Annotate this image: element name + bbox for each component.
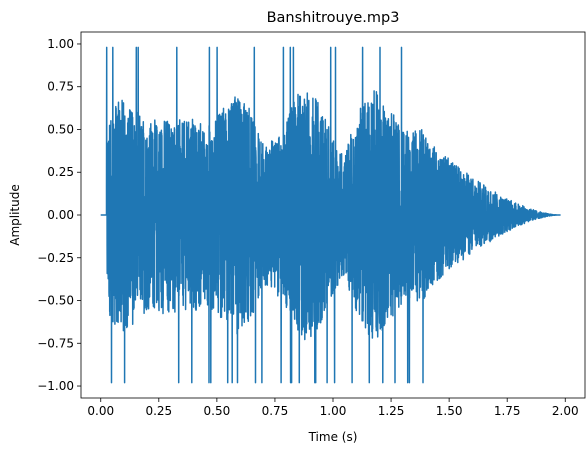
y-tick-label: 0.75 bbox=[47, 80, 74, 94]
y-tick-label: 0.00 bbox=[47, 208, 74, 222]
x-tick-label: 1.25 bbox=[378, 404, 405, 418]
y-tick-label: 0.50 bbox=[47, 122, 74, 136]
y-tick-label: −0.50 bbox=[37, 294, 74, 308]
x-tick-label: 0.75 bbox=[262, 404, 289, 418]
x-tick-label: 0.50 bbox=[204, 404, 231, 418]
x-tick-label: 0.25 bbox=[145, 404, 172, 418]
y-axis-label: Amplitude bbox=[8, 184, 22, 246]
y-tick-label: 1.00 bbox=[47, 37, 74, 51]
x-axis: 0.00 0.25 0.50 0.75 1.00 1.25 1.50 1.75 2.00 bbox=[87, 398, 579, 418]
chart-title: Banshitrouye.mp3 bbox=[267, 10, 400, 26]
y-tick-label: −0.75 bbox=[37, 336, 74, 350]
x-axis-label: Time (s) bbox=[308, 430, 358, 444]
y-axis: 1.00 0.75 0.50 0.25 0.00 −0.25 −0.50 −0.75 −1.00 bbox=[37, 37, 81, 393]
plot-area bbox=[80, 31, 586, 399]
x-tick-label: 1.50 bbox=[436, 404, 463, 418]
y-tick-label: −1.00 bbox=[37, 379, 74, 393]
x-tick-label: 1.75 bbox=[494, 404, 521, 418]
y-tick-label: 0.25 bbox=[47, 165, 74, 179]
x-tick-label: 1.00 bbox=[320, 404, 347, 418]
series-line bbox=[100, 46, 562, 384]
y-tick-label: −0.25 bbox=[37, 251, 74, 265]
x-tick-label: 2.00 bbox=[552, 404, 579, 418]
x-tick-label: 0.00 bbox=[87, 404, 114, 418]
